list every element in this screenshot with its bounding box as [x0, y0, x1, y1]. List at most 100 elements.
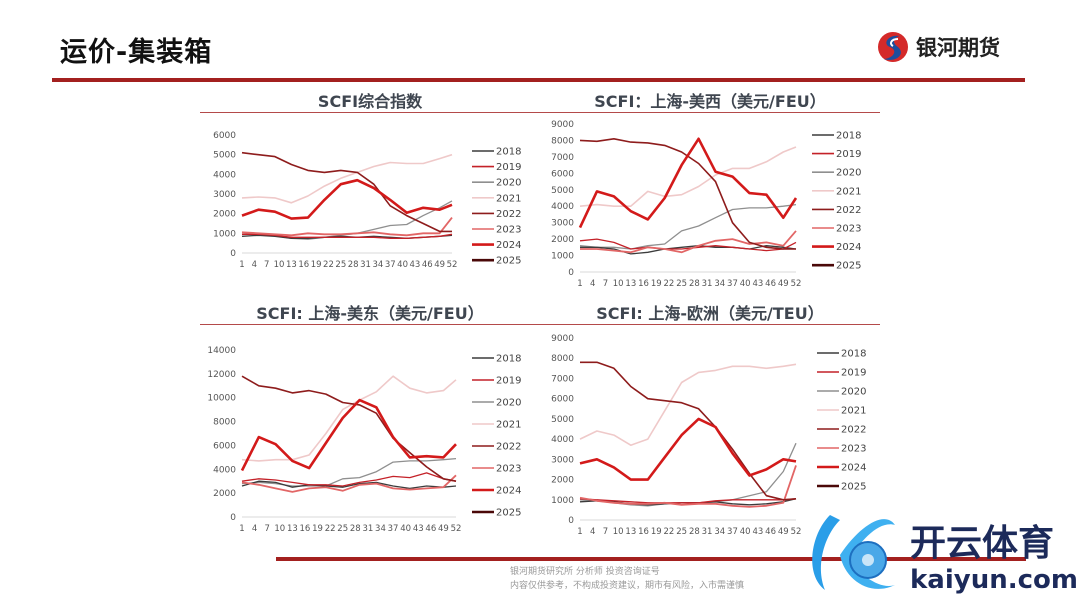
series-line-2022	[580, 361, 797, 501]
series-line-2021	[579, 363, 797, 446]
series-line-2019	[242, 233, 453, 239]
series-line-2019	[579, 498, 797, 504]
footer-analyst-info: 银河期货研究所 分析师 投资咨询证号	[510, 567, 660, 577]
y-tick-label: 2000	[551, 235, 574, 245]
x-tick-label: 19	[312, 524, 323, 534]
watermark-domain: kaiyun.com	[910, 565, 1078, 595]
legend-label-2021: 2021	[841, 406, 866, 417]
x-tick-label: 37	[727, 279, 738, 288]
legend-label-2018: 2018	[841, 349, 866, 360]
x-tick-label: 37	[388, 524, 399, 534]
series-line-2022	[579, 137, 796, 250]
legend-label-2020: 2020	[496, 178, 521, 189]
y-tick-label: 6000	[213, 131, 236, 141]
legend-label-2018: 2018	[496, 147, 521, 158]
x-tick-label: 40	[400, 524, 411, 534]
y-tick-label: 8000	[551, 354, 574, 364]
x-tick-label: 4	[590, 279, 595, 288]
legend-label-2025: 2025	[841, 482, 866, 493]
y-tick-label: 9000	[551, 120, 574, 130]
y-tick-label: 5000	[213, 151, 236, 161]
x-tick-label: 4	[590, 527, 595, 535]
y-tick-label: 8000	[551, 136, 574, 146]
legend-label-2024: 2024	[836, 242, 861, 253]
footer-divider	[276, 557, 1026, 561]
legend-label-2025: 2025	[836, 261, 861, 272]
chart-title: SCFI：上海-美西（美元/FEU）	[594, 92, 826, 111]
x-tick-label: 34	[372, 260, 383, 270]
y-tick-label: 12000	[207, 370, 236, 380]
series-line-2024	[578, 137, 798, 229]
x-tick-label: 31	[360, 260, 371, 270]
x-tick-label: 25	[335, 260, 346, 270]
x-tick-label: 16	[638, 527, 649, 535]
x-tick-label: 43	[752, 279, 763, 288]
x-tick-label: 16	[638, 279, 649, 288]
x-tick-label: 52	[451, 524, 462, 534]
galaxy-logo-icon	[878, 32, 908, 62]
chart-plot: 0 1000 2000 3000 4000 5000 6000 1 4 7 10 13 16 19 22 25…	[213, 131, 521, 270]
y-tick-label: 2000	[213, 210, 236, 220]
legend-label-2019: 2019	[496, 376, 521, 387]
company-logo: 银河期货	[876, 30, 1000, 64]
y-tick-label: 8000	[213, 418, 236, 428]
x-tick-label: 43	[410, 260, 421, 270]
x-tick-label: 7	[264, 260, 269, 270]
watermark-brand: 开云体育	[910, 523, 1054, 564]
slide-title: 运价-集装箱	[60, 37, 213, 68]
x-tick-label: 10	[613, 527, 624, 535]
x-tick-label: 52	[791, 527, 802, 535]
kaiyun-watermark-logo: 开云体育 kaiyun.com	[800, 505, 1080, 604]
x-tick-label: 22	[325, 524, 336, 534]
x-tick-label: 25	[676, 527, 687, 535]
y-tick-label: 2000	[551, 476, 574, 486]
y-tick-label: 6000	[213, 441, 236, 451]
legend-label-2020: 2020	[841, 387, 866, 398]
x-tick-label: 43	[413, 524, 424, 534]
x-tick-label: 19	[651, 527, 662, 535]
series-line-2022	[241, 375, 457, 482]
x-tick-label: 10	[274, 260, 285, 270]
legend-label-2022: 2022	[841, 425, 866, 436]
y-tick-label: 4000	[213, 465, 236, 475]
x-tick-label: 28	[689, 279, 700, 288]
chart-plot: 0 1000 2000 3000 4000 5000 6000 7000 8000 9000 1 4 7…	[551, 120, 861, 288]
series-line-2023	[241, 474, 457, 493]
y-tick-label: 6000	[551, 169, 574, 179]
y-tick-label: 7000	[551, 153, 574, 163]
legend-label-2021: 2021	[836, 186, 861, 197]
chart-plot: 0 1000 2000 3000 4000 5000 6000 7000 8000 9000 1 4 7…	[551, 334, 866, 535]
x-tick-label: 31	[702, 527, 713, 535]
y-tick-label: 3000	[551, 455, 574, 465]
legend-label-2022: 2022	[496, 209, 521, 220]
y-tick-label: 1000	[551, 496, 574, 506]
x-tick-label: 52	[791, 279, 802, 288]
y-tick-label: 5000	[551, 186, 574, 196]
x-tick-label: 22	[323, 260, 334, 270]
x-tick-label: 16	[300, 524, 311, 534]
y-tick-label: 14000	[207, 346, 236, 356]
series-line-2024	[240, 398, 457, 472]
y-tick-label: 4000	[213, 170, 236, 180]
y-tick-label: 9000	[551, 334, 574, 344]
legend-label-2022: 2022	[496, 442, 521, 453]
chart-title-rule	[200, 112, 540, 113]
series-line-2018	[241, 480, 457, 490]
y-tick-label: 0	[568, 268, 574, 278]
chart-title-rule	[540, 324, 880, 325]
chart-title: SCFI综合指数	[317, 92, 423, 111]
y-tick-label: 7000	[551, 374, 574, 384]
x-tick-label: 10	[613, 279, 624, 288]
series-line-2021	[579, 146, 797, 207]
y-tick-label: 2000	[213, 489, 236, 499]
y-tick-label: 10000	[207, 394, 236, 404]
chart-title: SCFI: 上海-欧洲（美元/TEU）	[596, 304, 824, 323]
logo-text: 银河期货	[916, 36, 1000, 60]
x-tick-label: 13	[287, 524, 298, 534]
series-line-2020	[241, 457, 457, 487]
legend-label-2024: 2024	[496, 486, 521, 497]
series-line-2023	[579, 465, 797, 508]
header-divider	[52, 78, 1025, 82]
legend-label-2024: 2024	[841, 463, 866, 474]
